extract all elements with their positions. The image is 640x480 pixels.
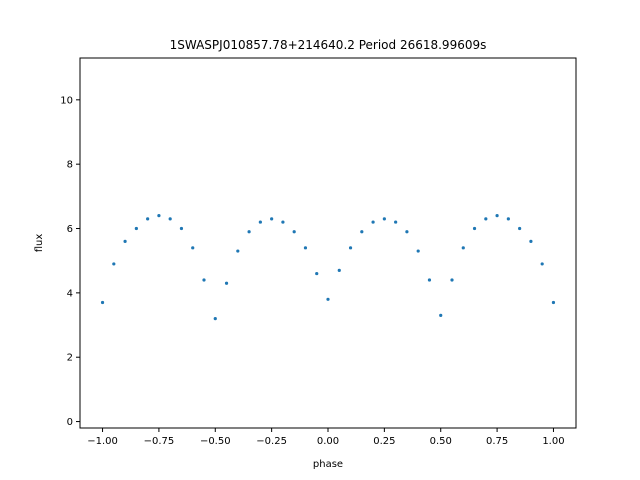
data-point: [337, 268, 341, 272]
data-point: [134, 226, 138, 231]
x-axis-ticks: −1.00 −0.75 −0.50 −0.25 0.00 0.25 0.50 0.75 1.00: [87, 428, 565, 447]
data-point: [551, 300, 556, 305]
y-tick-label: 2: [67, 353, 73, 364]
data-point: [123, 239, 127, 243]
data-point: [495, 214, 499, 218]
x-tick-label: 1.00: [542, 436, 564, 447]
x-tick-label: −1.00: [87, 436, 118, 447]
data-point: [157, 214, 161, 218]
data-point: [191, 246, 195, 250]
x-tick-label: −0.75: [144, 436, 175, 447]
data-point: [484, 217, 488, 221]
data-point: [146, 217, 150, 221]
y-tick-label: 6: [67, 224, 73, 235]
scatter-points: [100, 214, 556, 321]
data-point: [529, 239, 533, 243]
data-point: [540, 262, 544, 266]
data-point: [292, 230, 296, 234]
data-point: [518, 226, 522, 231]
data-point: [168, 217, 172, 221]
data-point: [348, 246, 353, 250]
data-point: [224, 281, 229, 285]
data-point: [371, 220, 375, 224]
y-tick-label: 0: [67, 417, 73, 428]
x-axis-label: phase: [313, 459, 343, 470]
x-tick-label: 0.50: [430, 436, 452, 447]
y-tick-label: 8: [67, 160, 73, 171]
y-axis-label: flux: [34, 234, 45, 253]
data-point: [472, 226, 477, 231]
data-point: [247, 230, 251, 234]
data-point: [394, 220, 398, 224]
data-point: [382, 217, 386, 221]
y-tick-label: 4: [67, 288, 73, 299]
data-point: [213, 317, 217, 321]
data-point: [416, 249, 420, 253]
data-point: [461, 246, 465, 250]
data-point: [506, 217, 510, 221]
x-tick-label: 0.00: [317, 436, 339, 447]
data-point: [427, 278, 432, 282]
plot-frame: [79, 57, 577, 429]
data-point: [315, 271, 319, 276]
data-point: [450, 278, 454, 282]
x-tick-label: −0.25: [256, 436, 287, 447]
data-point: [439, 313, 443, 317]
data-point: [405, 230, 409, 234]
data-point: [360, 230, 364, 234]
x-tick-label: 0.25: [373, 436, 395, 447]
data-point: [112, 262, 116, 266]
data-point: [326, 297, 330, 301]
data-point: [202, 278, 206, 282]
data-point: [179, 226, 184, 231]
y-tick-label: 10: [60, 95, 73, 106]
data-point: [100, 300, 105, 305]
data-point: [270, 217, 274, 221]
data-point: [281, 220, 285, 224]
data-point: [258, 220, 262, 224]
x-tick-label: −0.50: [200, 436, 231, 447]
data-point: [236, 249, 240, 253]
data-point: [303, 246, 308, 250]
chart-title: 1SWASPJ010857.78+214640.2 Period 26618.9…: [170, 38, 487, 52]
y-axis-ticks: 0 2 4 6 8 10: [60, 95, 80, 428]
x-tick-label: 0.75: [486, 436, 508, 447]
